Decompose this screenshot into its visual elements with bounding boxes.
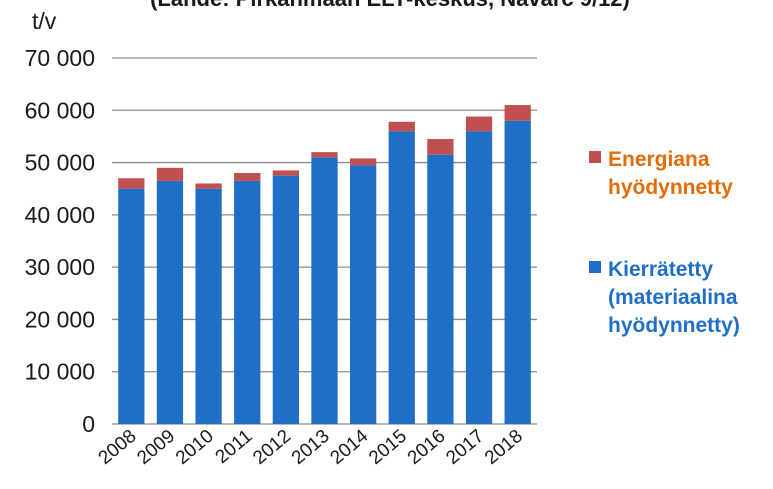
bar-segment-kierratetty <box>195 188 222 424</box>
bar-segment-energiana <box>427 139 454 155</box>
bar-segment-kierratetty <box>388 131 415 424</box>
bar-segment-kierratetty <box>350 165 377 424</box>
legend: Energiana hyödynnetty Kierrätetty (materiaa… <box>589 148 740 337</box>
legend-swatch <box>589 151 601 163</box>
x-tick-label: 2016 <box>404 426 450 469</box>
chart-title: (Lähde: Pirkanmaan ELY-keskus, Navarc 9/… <box>150 0 630 11</box>
bar-segment-kierratetty <box>311 157 338 425</box>
bar-segment-energiana <box>272 170 299 176</box>
bar-segment-energiana <box>311 152 338 158</box>
x-tick-label: 2015 <box>365 426 411 469</box>
y-tick-label: 60 000 <box>25 97 95 123</box>
bar-segment-kierratetty <box>272 175 299 424</box>
x-tick-label: 2017 <box>442 426 488 469</box>
y-tick-label: 20 000 <box>25 306 95 332</box>
y-tick-labels: 0 10 000 20 000 30 000 40 000 50 000 60 000 70 … <box>25 45 95 437</box>
bar-segment-kierratetty <box>118 188 145 424</box>
legend-label: hyödynnetty) <box>608 314 740 337</box>
x-tick-label: 2013 <box>288 426 334 469</box>
bar-segment-energiana <box>195 183 222 189</box>
y-tick-label: 10 000 <box>25 359 95 385</box>
y-tick-label: 30 000 <box>25 254 95 280</box>
y-tick-label: 50 000 <box>25 150 95 176</box>
y-axis-label: t/v <box>32 8 57 34</box>
x-tick-label: 2014 <box>326 425 372 469</box>
x-tick-label: 2010 <box>172 426 218 469</box>
y-tick-label: 0 <box>82 411 95 437</box>
x-tick-label: 2018 <box>481 426 527 469</box>
x-tick-label: 2011 <box>212 426 257 468</box>
bar-segment-energiana <box>350 158 377 166</box>
legend-label: Energiana <box>608 148 710 171</box>
bar-segment-kierratetty <box>504 120 531 424</box>
x-tick-label: 2009 <box>133 426 179 469</box>
bar-segment-energiana <box>156 167 184 181</box>
x-tick-label: 2008 <box>95 426 141 469</box>
bar-segment-energiana <box>234 173 261 181</box>
bar-segment-energiana <box>388 121 415 132</box>
bar-segment-energiana <box>465 116 493 132</box>
legend-label: (materiaalina <box>608 286 738 309</box>
bar-segment-kierratetty <box>234 180 261 424</box>
bar-segment-kierratetty <box>156 180 184 424</box>
y-tick-label: 40 000 <box>25 202 95 228</box>
legend-label: Kierrätetty <box>608 258 713 281</box>
x-tick-labels: 2008200920102011201220132014201520162017… <box>95 425 527 469</box>
x-tick-label: 2012 <box>249 426 295 469</box>
bar-segment-energiana <box>118 178 145 189</box>
bar-segment-energiana <box>504 105 531 121</box>
bar-segment-kierratetty <box>427 154 454 424</box>
y-tick-label: 70 000 <box>25 45 95 71</box>
bar-segment-kierratetty <box>465 131 493 424</box>
legend-label: hyödynnetty <box>608 176 733 199</box>
legend-swatch <box>589 261 601 273</box>
bars <box>118 105 531 425</box>
